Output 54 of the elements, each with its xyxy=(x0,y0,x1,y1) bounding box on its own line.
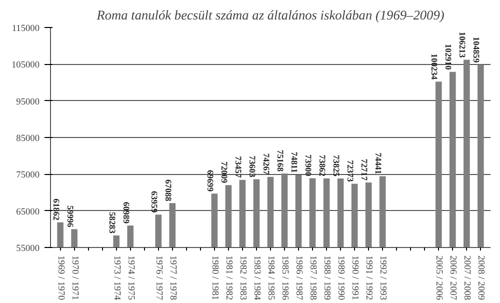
x-tick-label: 1974 / 1975 xyxy=(125,256,136,300)
y-tick-label: 95000 xyxy=(16,97,40,108)
data-label: 104859 xyxy=(472,36,482,64)
x-tick-label: 1977 / 1978 xyxy=(167,256,178,300)
data-label: 73900 xyxy=(304,154,314,176)
x-tick-label: 2008 / 2009 xyxy=(476,256,486,300)
data-label: 58283 xyxy=(107,212,118,234)
x-tick-label: 1989 / 1990 xyxy=(336,256,346,300)
x-tick-label: 1970 / 1971 xyxy=(69,256,80,300)
data-label: 74441 xyxy=(374,152,384,174)
x-tick-label: 1980 / 1981 xyxy=(209,256,220,300)
x-tick-label: 1981 / 1982 xyxy=(223,256,234,300)
data-label: 72009 xyxy=(219,161,230,184)
data-label: 73862 xyxy=(318,154,328,176)
x-tick-label: 1990 / 1991 xyxy=(350,256,360,300)
x-tick-label: 2005 / 2006 xyxy=(434,256,444,300)
data-label: 102910 xyxy=(444,44,454,70)
data-label: 61862 xyxy=(51,198,62,220)
y-tick-label: 105000 xyxy=(12,60,40,71)
data-label: 59996 xyxy=(65,206,76,228)
x-tick-label: 1986 / 1987 xyxy=(294,256,304,300)
data-label: 73603 xyxy=(247,156,258,178)
data-label: 100234 xyxy=(430,54,440,80)
data-label: 72717 xyxy=(360,158,370,182)
y-tick-label: 115000 xyxy=(12,24,40,34)
x-tick-label: 1985 / 1986 xyxy=(280,256,290,300)
x-tick-label: 1973 / 1974 xyxy=(111,256,122,300)
data-label: 73457 xyxy=(233,156,244,178)
data-label: 67088 xyxy=(163,180,174,202)
x-tick-label: 1969 / 1970 xyxy=(55,256,66,300)
data-label: 63959 xyxy=(149,191,160,214)
data-label: 106213 xyxy=(458,32,468,58)
x-tick-label: 1992 / 1993 xyxy=(378,256,388,300)
y-tick-label: 55000 xyxy=(16,244,40,254)
x-tick-label: 1982 / 1983 xyxy=(237,256,248,300)
data-label: 72373 xyxy=(346,160,356,182)
x-tick-label: 1991 / 1992 xyxy=(364,256,374,300)
x-tick-label: 2007 / 2008 xyxy=(462,256,472,300)
x-tick-label: 1987 / 1988 xyxy=(308,256,318,300)
y-tick-label: 75000 xyxy=(16,170,40,181)
data-label: 60989 xyxy=(121,202,132,224)
data-label: 73825 xyxy=(332,154,342,178)
x-tick-label: 2006 / 2007 xyxy=(448,256,458,300)
data-label: 74267 xyxy=(262,153,272,176)
x-tick-label: 1988 / 1989 xyxy=(322,256,332,300)
data-label: 74811 xyxy=(290,152,300,173)
data-label: 75168 xyxy=(276,150,286,172)
x-tick-label: 1984 / 1985 xyxy=(266,256,276,300)
data-label: 69699 xyxy=(205,170,216,192)
x-tick-label: 1983 / 1984 xyxy=(251,256,262,300)
y-tick-label: 85000 xyxy=(16,134,40,144)
x-tick-label: 1976 / 1977 xyxy=(153,256,164,300)
chart-title: Roma tanulók becsült száma az általános iskolában (1969–2009) xyxy=(96,8,445,22)
y-tick-label: 65000 xyxy=(16,207,40,218)
